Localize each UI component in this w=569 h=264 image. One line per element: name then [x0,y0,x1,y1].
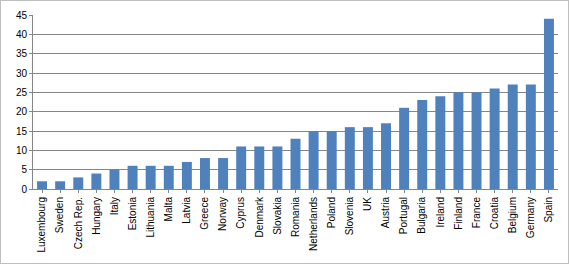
svg-text:15: 15 [16,126,28,137]
svg-text:Slovakia: Slovakia [272,197,283,235]
svg-text:Ireland: Ireland [435,197,446,228]
svg-text:45: 45 [16,10,28,21]
svg-text:5: 5 [21,164,27,175]
svg-text:Greece: Greece [199,197,210,230]
svg-text:Netherlands: Netherlands [308,197,319,251]
svg-text:20: 20 [16,106,28,117]
svg-text:Finland: Finland [453,197,464,230]
svg-text:Denmark: Denmark [254,196,265,238]
svg-text:30: 30 [16,68,28,79]
svg-text:Slovenia: Slovenia [344,197,355,236]
svg-text:Romania: Romania [290,197,301,237]
svg-text:Poland: Poland [326,197,337,228]
svg-text:UK: UK [362,197,373,211]
svg-text:Luxembourg: Luxembourg [36,197,47,253]
svg-text:Portugal: Portugal [398,197,409,234]
svg-text:Croatia: Croatia [489,197,500,230]
svg-text:Latvia: Latvia [181,197,192,224]
svg-text:40: 40 [16,29,28,40]
svg-text:Cyprus: Cyprus [235,197,246,229]
svg-text:Spain: Spain [543,197,554,223]
svg-text:35: 35 [16,48,28,59]
svg-text:Czech Rep.: Czech Rep. [73,197,84,249]
svg-text:Bulgaria: Bulgaria [416,197,427,234]
svg-text:Estonia: Estonia [127,197,138,231]
svg-text:Sweden: Sweden [54,197,65,233]
svg-text:Austria: Austria [380,197,391,229]
svg-text:Lithuania: Lithuania [145,197,156,238]
svg-text:Belgium: Belgium [507,197,518,233]
svg-text:0: 0 [21,184,27,195]
svg-text:France: France [471,197,482,229]
svg-text:10: 10 [16,145,28,156]
svg-text:Malta: Malta [163,197,174,222]
svg-text:Norway: Norway [217,197,228,231]
svg-text:Germany: Germany [525,197,536,238]
svg-text:Italy: Italy [109,197,120,215]
svg-text:25: 25 [16,87,28,98]
svg-text:Hungary: Hungary [91,197,102,235]
